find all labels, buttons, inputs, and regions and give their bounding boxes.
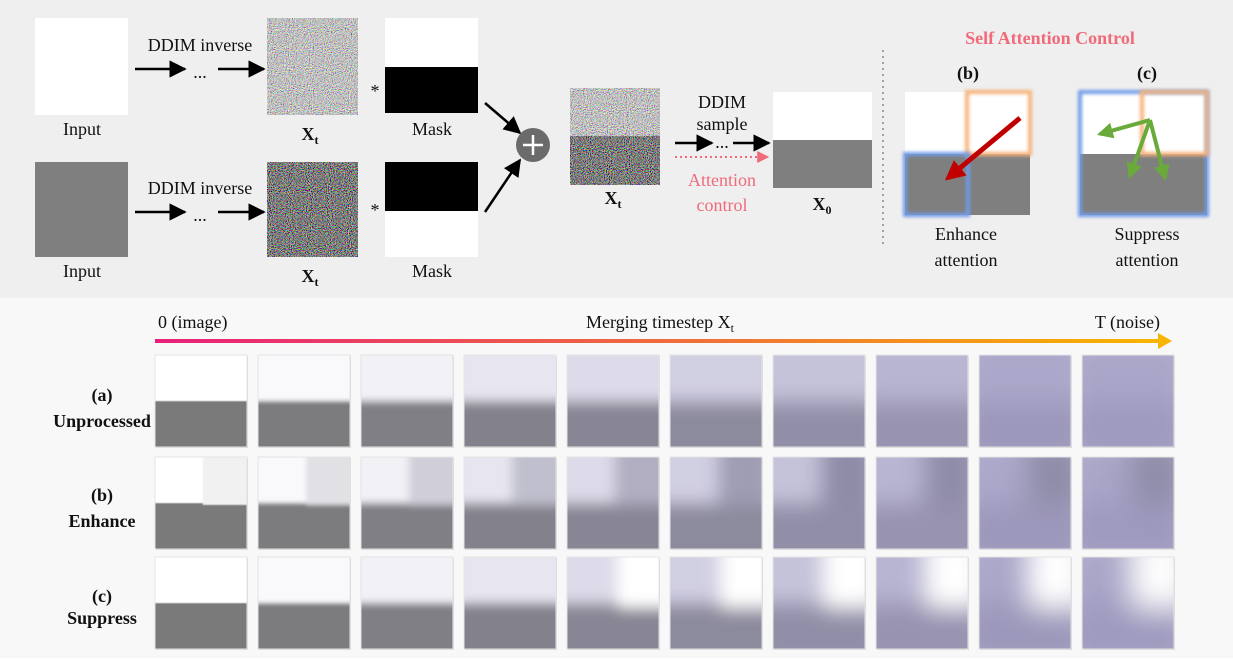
mask-label: Mask (412, 261, 452, 281)
noise-latent (267, 18, 358, 115)
section-title: Self Attention Control (965, 28, 1135, 48)
panel-tag: (b) (957, 63, 979, 84)
ellipsis: ... (715, 132, 729, 152)
latent-subscript: t (315, 133, 319, 147)
row-name: Suppress (67, 608, 137, 628)
panel-caption: attention (1116, 250, 1179, 270)
latent-subscript: t (315, 275, 319, 289)
multiply-sign: * (371, 200, 380, 220)
output-image (773, 92, 872, 140)
inverse-label: DDIM inverse (148, 35, 252, 55)
attention-label: Attention (688, 170, 756, 190)
suppress-illustration (1080, 92, 1207, 215)
latent-subscript: 0 (826, 203, 832, 217)
input-image (35, 18, 128, 115)
input-image (35, 162, 128, 257)
row-name: Unprocessed (53, 411, 151, 431)
noise-latent (267, 162, 358, 257)
mask-image (385, 162, 478, 211)
timeline-start: 0 (image) (158, 312, 227, 333)
output-image (773, 140, 872, 188)
image-region (1080, 154, 1207, 215)
mask-image (385, 211, 478, 257)
row-tag: (a) (92, 385, 113, 406)
panel-tag: (c) (1137, 63, 1157, 84)
latent-symbol: X (813, 194, 826, 214)
ellipsis: ... (193, 205, 207, 225)
input-label: Input (63, 119, 101, 139)
panel-caption: attention (935, 250, 998, 270)
latent-subscript: t (618, 197, 622, 211)
row-tag: (c) (92, 586, 112, 607)
attention-label: control (697, 195, 748, 215)
panel-caption: Enhance (935, 224, 997, 244)
multiply-sign: * (371, 81, 380, 101)
timeline-label-text: Merging timestep X (586, 312, 731, 332)
merged-latent (570, 88, 660, 136)
latent-symbol: X (605, 188, 618, 208)
timeline-arrow (155, 339, 1160, 343)
timeline-end: T (noise) (1095, 312, 1160, 333)
row-name: Enhance (68, 511, 135, 531)
mask-image (385, 67, 478, 113)
mask-label: Mask (412, 119, 452, 139)
latent-symbol: X (302, 266, 315, 286)
timeline-label: Merging timestep Xt (586, 312, 735, 335)
ellipsis: ... (193, 62, 207, 82)
enhance-illustration (905, 92, 1030, 215)
sample-label: DDIM (698, 92, 746, 112)
merged-latent (570, 136, 660, 185)
input-label: Input (63, 261, 101, 281)
mask-image (385, 18, 478, 67)
panel-caption: Suppress (1114, 224, 1179, 244)
sample-label: sample (697, 114, 748, 134)
inverse-label: DDIM inverse (148, 178, 252, 198)
latent-symbol: X (302, 124, 315, 144)
figure: Input DDIM inverse ... Xt * Mask Input D… (0, 0, 1233, 658)
row-tag: (b) (91, 485, 113, 506)
